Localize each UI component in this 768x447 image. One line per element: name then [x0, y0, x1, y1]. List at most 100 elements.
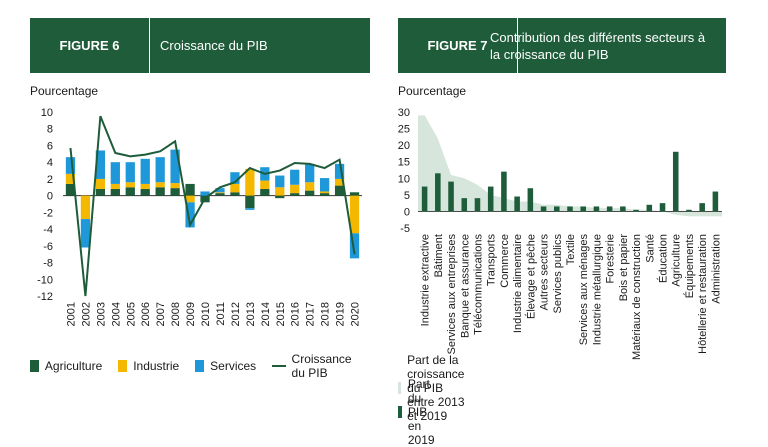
x-tick-label: Éducation — [657, 234, 670, 283]
x-tick-label: Hôtellerie et restauration — [697, 234, 709, 354]
bar-industrie — [349, 195, 360, 234]
x-tick-label: 2016 — [290, 302, 302, 326]
x-tick-label: Services aux ménages — [578, 234, 590, 346]
bar-gdp-share — [501, 171, 507, 212]
bar-services — [215, 188, 225, 193]
x-tick-label: 2002 — [80, 302, 92, 326]
y-tick-label: 6 — [47, 140, 53, 152]
bar-industrie — [155, 182, 165, 188]
bar-services — [155, 157, 165, 183]
y-tick-label: 4 — [47, 157, 53, 169]
bar-gdp-share — [646, 204, 653, 212]
bar-agriculture — [95, 188, 106, 196]
bar-agriculture — [65, 183, 76, 196]
bar-gdp-share — [686, 209, 692, 212]
growth-line — [69, 115, 356, 297]
bar-industrie — [305, 182, 315, 191]
bar-services — [125, 162, 135, 183]
x-tick-label: 2020 — [350, 302, 362, 326]
x-tick-label: Banque et assurance — [459, 234, 471, 338]
bar-services — [200, 191, 210, 196]
figure-7-legend-bars: Part du PIB en 2019 — [398, 377, 443, 447]
y-tick-label: 0 — [404, 206, 410, 218]
legend-industry-label: Industrie — [133, 359, 180, 373]
bar-industrie — [170, 183, 180, 189]
x-tick-label: 2001 — [65, 302, 77, 326]
bar-gdp-share — [712, 191, 719, 212]
legend-bars-label: Part du PIB en 2019 — [407, 377, 435, 447]
legend-services-swatch — [195, 360, 205, 372]
y-tick-label: -8 — [43, 258, 53, 270]
bar-industrie — [319, 191, 330, 194]
bar-industrie — [140, 183, 150, 189]
legend-industry-swatch — [118, 360, 128, 372]
figure-7-chart: -5 0 5 10 15 20 25 30 Industrie extractive Bâtime… — [398, 107, 723, 360]
bar-industrie — [95, 178, 106, 189]
bar-industrie — [185, 195, 195, 203]
bar-gdp-share — [593, 206, 600, 212]
x-tick-label: Administration — [710, 234, 722, 304]
bar-gdp-share — [448, 181, 454, 212]
x-tick-label: 2017 — [305, 302, 317, 326]
bar-agriculture — [349, 192, 360, 196]
x-tick-label: Bâtiment — [433, 234, 445, 277]
bar-gdp-share — [421, 186, 428, 212]
bar-gdp-share — [620, 206, 626, 212]
figure-6-legend: Agriculture Industrie Services Croissanc… — [30, 352, 365, 380]
bar-services — [65, 157, 76, 174]
x-tick-label: Télécommunications — [472, 234, 484, 335]
bar-services — [110, 162, 120, 184]
x-tick-label: Bois et papier — [618, 234, 630, 302]
y-tick-label: 2 — [47, 174, 53, 186]
x-tick-label: 2015 — [275, 302, 287, 326]
figure-7-title: Contribution des différents secteurs à l… — [490, 29, 706, 62]
x-tick-label: 2004 — [110, 302, 122, 326]
x-tick-label: Services aux entreprises — [446, 234, 458, 355]
bar-agriculture — [305, 190, 315, 196]
bar-gdp-share — [554, 206, 560, 212]
y-tick-label: 10 — [41, 107, 53, 119]
figure-6-ylabel: Pourcentage — [30, 84, 99, 98]
x-tick-label: 2014 — [260, 302, 272, 326]
y-tick-label: 5 — [404, 190, 410, 202]
bar-services — [305, 163, 315, 183]
x-tick-label: Commerce — [499, 234, 511, 288]
legend-agriculture-swatch — [30, 360, 39, 372]
bar-agriculture — [140, 188, 150, 196]
bar-gdp-share — [487, 186, 494, 212]
figure-7-label: FIGURE 7 — [398, 18, 518, 73]
x-tick-label: 2019 — [335, 302, 347, 326]
figure-7-ylabel: Pourcentage — [398, 84, 467, 98]
bar-agriculture — [110, 188, 120, 196]
x-tick-label: Industrie alimentaire — [512, 234, 524, 333]
bar-gdp-share — [567, 206, 573, 212]
x-tick-label: 2008 — [170, 302, 182, 326]
bar-industrie — [65, 173, 76, 184]
bar-services — [349, 233, 360, 259]
bar-services — [185, 202, 195, 228]
x-tick-label: 2005 — [125, 302, 137, 326]
y-tick-label: -2 — [43, 207, 53, 219]
bar-services — [95, 150, 106, 179]
bar-industrie — [275, 187, 285, 196]
bar-agriculture — [260, 188, 270, 196]
legend-growth-label: Croissance du PIB — [291, 352, 352, 380]
y-tick-label: 30 — [398, 107, 410, 119]
figure-6-header: FIGURE 6 Croissance du PIB — [30, 18, 370, 73]
x-tick-label: Élevage et pêche — [524, 234, 537, 319]
bar-services — [290, 169, 300, 185]
bar-agriculture — [215, 193, 225, 196]
y-tick-label: -5 — [400, 223, 410, 235]
bar-agriculture — [319, 193, 330, 196]
y-tick-label: -10 — [37, 274, 53, 286]
bar-gdp-share — [606, 206, 613, 212]
x-tick-label: 2006 — [140, 302, 152, 326]
bar-industrie — [110, 183, 120, 189]
x-tick-label: 2018 — [320, 302, 332, 326]
bar-industrie — [334, 178, 345, 186]
y-tick-label: -4 — [43, 224, 53, 236]
bar-gdp-share — [527, 188, 534, 212]
bar-agriculture — [245, 195, 255, 209]
bar-gdp-share — [474, 198, 481, 212]
x-tick-label: 2010 — [200, 302, 212, 326]
